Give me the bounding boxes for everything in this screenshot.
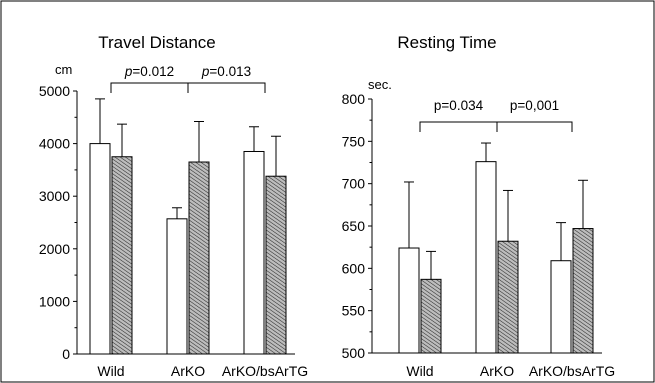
category-label: Wild: [406, 363, 433, 379]
travel-distance-chart: Travel Distance cm 0 1000 2000 3000 4000 5000…: [39, 33, 308, 379]
y-tick-label: 0: [62, 346, 70, 362]
bar: [111, 156, 133, 355]
y-axis-unit: cm: [55, 62, 72, 77]
bar: [475, 161, 497, 354]
significance-bracket: [110, 82, 189, 93]
significance-bracket: [187, 82, 266, 93]
p-value-number: =0.012: [132, 64, 174, 79]
category-label: ArKO/bsArTG: [222, 363, 308, 379]
p-value-number: =0.013: [209, 64, 251, 79]
y-tick-label: 750: [342, 133, 366, 149]
p-value-symbol: p: [510, 98, 518, 113]
significance-bracket: [496, 121, 573, 132]
y-tick-label: 500: [342, 345, 366, 361]
y-tick-label: 2000: [39, 241, 70, 257]
p-value-symbol: p: [124, 64, 133, 79]
p-value-symbol: p: [201, 64, 210, 79]
p-value-number: =0,001: [517, 98, 559, 113]
bar: [550, 260, 572, 354]
y-tick-label: 1000: [39, 293, 70, 309]
bar: [497, 240, 519, 354]
category-label: ArKO/bsArTG: [529, 363, 615, 379]
category-label: ArKO: [171, 363, 205, 379]
y-tick-label: 5000: [39, 83, 70, 99]
p-value-label: p=0.013: [201, 64, 251, 79]
significance-bracket: [419, 121, 498, 132]
chart-title: Travel Distance: [98, 33, 215, 52]
y-tick-label: 600: [342, 260, 366, 276]
bar: [243, 150, 265, 355]
bar: [398, 247, 420, 354]
y-tick-label: 650: [342, 218, 366, 234]
category-label: Wild: [97, 363, 124, 379]
y-tick-label: 550: [342, 303, 366, 319]
p-value-symbol: p: [434, 98, 442, 113]
p-value-label: p=0.034: [434, 98, 484, 113]
bar: [188, 161, 210, 355]
bar: [420, 278, 442, 354]
bar: [572, 228, 594, 354]
y-tick-label: 800: [342, 91, 366, 107]
y-tick-label: 3000: [39, 188, 70, 204]
bar: [89, 143, 111, 355]
y-axis-unit: sec.: [368, 77, 392, 92]
chart-title: Resting Time: [397, 33, 496, 52]
y-tick-label: 4000: [39, 136, 70, 152]
resting-time-chart: Resting Time sec. 500 550 600 650 700 750 800 W…: [342, 33, 616, 379]
y-tick-label: 700: [342, 176, 366, 192]
p-value-label: p=0,001: [510, 98, 559, 113]
category-label: ArKO: [480, 363, 514, 379]
bar: [166, 218, 188, 355]
p-value-label: p=0.012: [124, 64, 174, 79]
p-value-number: =0.034: [441, 98, 483, 113]
bar: [265, 175, 287, 355]
